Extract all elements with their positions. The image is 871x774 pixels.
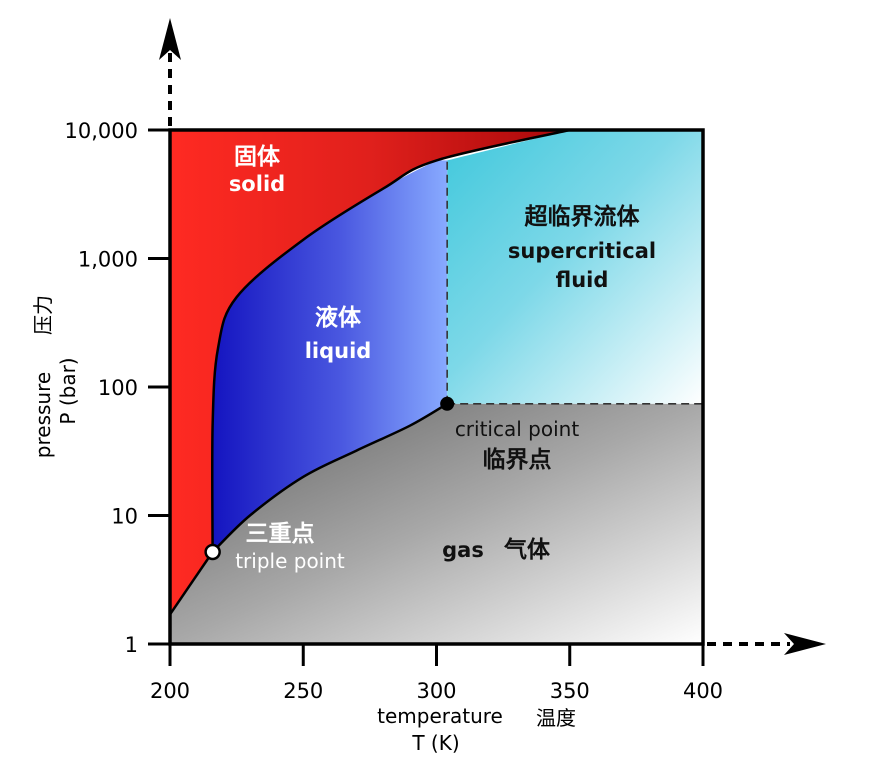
- solid-label: solid: [229, 172, 285, 196]
- vaporization-curve: [211, 402, 448, 553]
- gas-label-cn: 气体: [503, 536, 551, 563]
- x-axis-label-cn: 温度: [536, 706, 576, 730]
- x-axis-unit: T (K): [411, 731, 459, 755]
- liquid-label: liquid: [305, 339, 372, 363]
- x-axis-arrow-icon: [784, 633, 826, 655]
- x-tick-label: 400: [683, 679, 723, 703]
- triple-point-label-cn: 三重点: [246, 521, 315, 547]
- solid-label-cn: 固体: [234, 144, 281, 170]
- x-tick-label: 250: [283, 679, 323, 703]
- y-tick-label: 100: [98, 376, 138, 400]
- y-tick-label: 1: [125, 633, 138, 657]
- x-tick-label: 300: [416, 679, 456, 703]
- triple-point-marker: [204, 543, 221, 561]
- y-tick-label: 1,000: [78, 248, 138, 272]
- critical-point-label-cn: 临界点: [483, 446, 552, 473]
- supercritical-label: supercritical: [508, 239, 656, 263]
- x-tick-label: 200: [150, 679, 190, 703]
- liquid-region: [212, 160, 448, 552]
- y-tick-label: 10,000: [65, 119, 138, 143]
- solid-region: [170, 130, 570, 615]
- melting-curve: [210, 128, 571, 553]
- x-axis-label: temperature: [377, 704, 503, 728]
- y-axis-label: pressure: [31, 372, 55, 458]
- x-tick-label: 350: [550, 679, 590, 703]
- supercritical-label-cn: 超临界流体: [525, 203, 641, 230]
- y-axis-unit: P (bar): [56, 357, 80, 424]
- y-axis-arrow-icon: [159, 18, 181, 60]
- critical-point-marker: [440, 396, 455, 411]
- supercritical-region: [447, 130, 703, 404]
- y-tick-label: 10: [111, 505, 138, 529]
- gas-label: gas: [442, 538, 484, 562]
- supercritical-label-fluid: fluid: [556, 268, 609, 292]
- triple-point-label: triple point: [235, 549, 345, 573]
- y-axis-label-cn: 压力: [31, 295, 55, 335]
- critical-point-label: critical point: [455, 417, 580, 441]
- liquid-label-cn: 液体: [315, 304, 362, 331]
- gas-region: [170, 403, 703, 644]
